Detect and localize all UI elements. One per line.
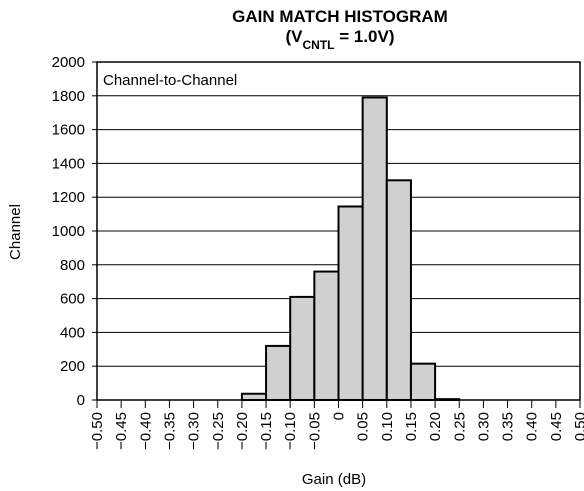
bar xyxy=(385,179,412,401)
x-tick-label: 0.20 xyxy=(427,412,444,441)
chart-title: GAIN MATCH HISTOGRAM xyxy=(232,7,448,26)
y-axis-label: Channel xyxy=(7,204,24,260)
x-tick-label: 0.10 xyxy=(379,412,396,441)
x-tick-label: 0.30 xyxy=(475,412,492,441)
bar xyxy=(313,270,340,401)
y-tick-label: 2000 xyxy=(52,54,85,71)
subtitle-part: = 1.0V) xyxy=(334,27,394,46)
x-tick-label: 0 xyxy=(331,412,348,420)
y-tick-label: 400 xyxy=(60,324,85,341)
bar xyxy=(265,344,292,402)
y-tick-label: 800 xyxy=(60,257,85,274)
bar xyxy=(361,96,388,402)
y-tick-label: 600 xyxy=(60,291,85,308)
x-tick-label: 0.15 xyxy=(403,412,420,441)
subtitle-subscript: CNTL xyxy=(302,38,334,52)
y-tick-label: 1400 xyxy=(52,155,85,172)
x-tick-label: −0.45 xyxy=(113,412,130,450)
x-tick-label: −0.15 xyxy=(258,412,275,450)
x-axis-label: Gain (dB) xyxy=(302,471,366,488)
x-tick-label: 0.35 xyxy=(500,412,517,441)
y-tick-label: 1800 xyxy=(52,88,85,105)
x-tick-label: 0.45 xyxy=(548,412,565,441)
x-tick-label: −0.50 xyxy=(89,412,106,450)
x-tick-label: 0.05 xyxy=(355,412,372,441)
bar xyxy=(409,362,437,402)
y-tick-label: 1600 xyxy=(52,122,85,139)
bar xyxy=(337,205,364,401)
x-tick-label: −0.05 xyxy=(306,412,323,450)
annotation: Channel-to-Channel xyxy=(103,72,237,89)
y-tick-label: 1200 xyxy=(52,189,85,206)
chart-subtitle: (VCNTL = 1.0V) xyxy=(285,27,394,52)
bar xyxy=(240,392,268,402)
x-tick-label: −0.10 xyxy=(282,412,299,450)
x-tick-label: 0.40 xyxy=(524,412,541,441)
subtitle-part: (V xyxy=(285,27,303,46)
x-tick-label: 0.25 xyxy=(451,412,468,441)
x-tick-label: −0.35 xyxy=(161,412,178,450)
x-tick-label: −0.40 xyxy=(137,412,154,450)
x-tick-label: −0.25 xyxy=(210,412,227,450)
y-tick-label: 200 xyxy=(60,358,85,375)
x-tick-label: −0.30 xyxy=(186,412,203,450)
x-tick-label: −0.20 xyxy=(234,412,251,450)
y-tick-label: 0 xyxy=(77,392,85,409)
y-tick-label: 1000 xyxy=(52,223,85,240)
annotation-box xyxy=(98,63,276,93)
bar xyxy=(289,295,316,401)
x-tick-label: 0.50 xyxy=(572,412,584,441)
